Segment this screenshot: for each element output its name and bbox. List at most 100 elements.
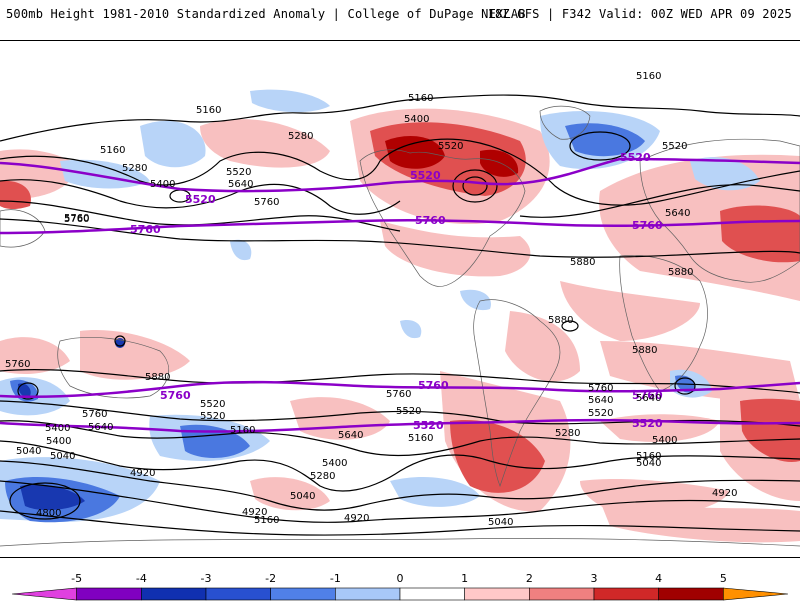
colorbar-bin: [11, 587, 77, 601]
height-contours: [0, 94, 800, 536]
contour-label: 5160: [254, 515, 279, 526]
height-contour: [0, 420, 800, 457]
contour-label: 5160: [408, 433, 433, 444]
reference-label: 5760: [415, 214, 446, 227]
height-contour: [0, 440, 800, 492]
contour-label: 5400: [45, 423, 70, 434]
contour-label: 4800: [36, 508, 61, 519]
anomaly-blob: [460, 289, 491, 311]
contour-label: 5880: [632, 345, 657, 356]
reference-label: 5760: [632, 219, 663, 232]
reference-label: 5520: [185, 193, 216, 206]
colorbar-tick-label: -3: [200, 572, 212, 585]
anomaly-positive-layer: [0, 122, 800, 493]
coastline-south-america: [473, 299, 561, 488]
contour-label: 5640: [588, 395, 613, 406]
anomaly-map[interactable]: 5520 5760 5520 5760 5760 5520 5760 5760 …: [0, 41, 800, 558]
contour-label: 5880: [145, 372, 170, 383]
colorbar-tick-label: 5: [719, 572, 727, 585]
contour-label: 5160: [636, 71, 661, 82]
colorbar-bin: [723, 587, 789, 601]
contour-label: 5520: [438, 141, 463, 152]
contour-label: 5280: [288, 131, 313, 142]
anomaly-blob: [560, 281, 700, 341]
contour-label: 5760: [254, 197, 279, 208]
colorbar-bin: [76, 587, 142, 601]
anomaly-blob: [600, 501, 800, 543]
height-contour-closed-high: [114, 335, 126, 347]
reference-contour-5760-south: [0, 380, 800, 399]
reference-label: 5760: [418, 379, 449, 392]
contour-label: 5880: [570, 257, 595, 268]
height-contour-closed-low: [462, 176, 488, 196]
contour-label: 5400: [46, 436, 71, 447]
anomaly-blob: [480, 149, 519, 177]
height-contour: [519, 184, 800, 218]
height-contour-closed-high: [561, 320, 579, 332]
contour-label: 5040: [636, 458, 661, 469]
colorbar-bin: [464, 587, 530, 601]
colorbar-tick-label: 1: [461, 572, 469, 585]
anomaly-blob: [740, 398, 800, 462]
contour-label: 5760: [5, 359, 30, 370]
height-contour: [0, 179, 401, 215]
contour-label: 5760: [82, 409, 107, 420]
colorbar-strip: [11, 587, 789, 601]
reference-label: 5760: [632, 389, 663, 402]
height-contour: [0, 369, 800, 394]
anomaly-blob: [599, 154, 800, 301]
height-contour-closed-low: [17, 382, 39, 400]
contour-label: 5520: [396, 406, 421, 417]
contour-label: 5880: [548, 315, 573, 326]
height-contour: [0, 480, 800, 523]
anomaly-blob: [80, 330, 190, 380]
colorbar-tick-label: 4: [655, 572, 663, 585]
contour-label: 5040: [50, 451, 75, 462]
anomaly-blob: [720, 205, 800, 263]
contour-labels: 5160 5160 5160 5280 5400 5520 5160 5280 …: [5, 71, 737, 528]
anomaly-blob: [0, 337, 70, 374]
coastlines: [0, 105, 800, 547]
coastline-eurasia: [639, 138, 800, 283]
contour-label: 5640: [88, 422, 113, 433]
height-contour: [0, 460, 800, 511]
height-contour: [0, 94, 800, 142]
contour-label: 5520: [200, 399, 225, 410]
height-contour: [0, 510, 800, 536]
contour-label: 4920: [130, 468, 155, 479]
contour-label: 5760: [64, 214, 89, 225]
colorbar-tick-label: 2: [525, 572, 533, 585]
contour-label: 4920: [712, 488, 737, 499]
anomaly-blob: [505, 311, 580, 382]
anomaly-blob: [140, 120, 206, 168]
colorbar-bin: [399, 587, 465, 601]
contour-label: 5160: [230, 425, 255, 436]
anomaly-blob: [18, 383, 31, 397]
contour-label: 5880: [668, 267, 693, 278]
reference-label: 5520: [410, 169, 441, 182]
contour-label: 5520: [662, 141, 687, 152]
map-panel[interactable]: 5520 5760 5520 5760 5760 5520 5760 5760 …: [0, 40, 800, 558]
contour-label: 5040: [290, 491, 315, 502]
contour-label: 5160: [408, 93, 433, 104]
contour-label: 5160: [636, 451, 661, 462]
contour-label: 5640: [636, 393, 661, 404]
contour-label: 5640: [665, 208, 690, 219]
contour-label: 4920: [344, 513, 369, 524]
contour-label: 5640: [338, 430, 363, 441]
anomaly-blob: [250, 477, 330, 511]
colorbar-bin: [141, 587, 207, 601]
colorbar-bin: [270, 587, 336, 601]
coastline-australia: [57, 337, 169, 399]
contour-label: 5160: [100, 145, 125, 156]
anomaly-blob: [20, 484, 85, 511]
contour-label: 5280: [555, 428, 580, 439]
colorbar-bin: [593, 587, 659, 601]
contour-label: 5280: [122, 163, 147, 174]
contour-label: 5400: [322, 458, 347, 469]
contour-label: 5400: [652, 435, 677, 446]
reference-contour-5520-south: [0, 418, 800, 433]
coastline-africa: [619, 255, 708, 392]
colorbar-bin: [205, 587, 271, 601]
height-contour-closed-low: [9, 482, 81, 520]
